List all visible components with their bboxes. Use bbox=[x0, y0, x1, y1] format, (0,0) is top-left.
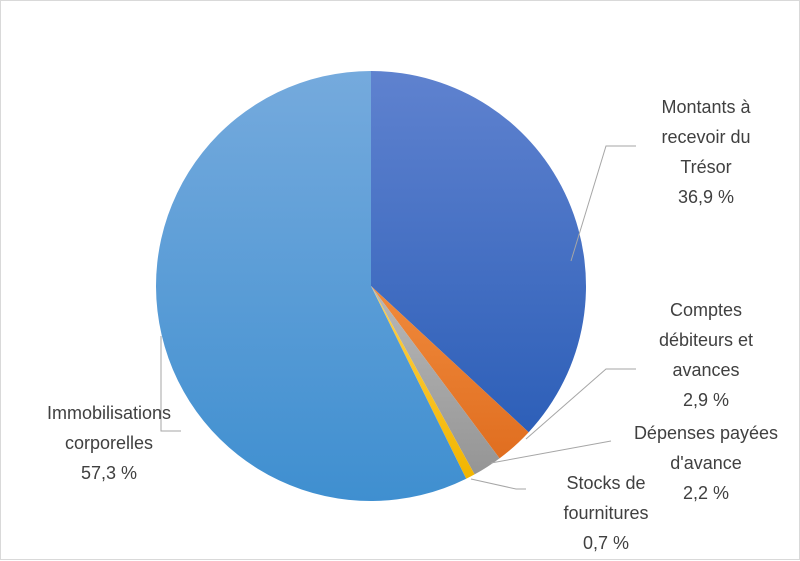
leader-lines bbox=[160, 145, 636, 490]
data-label-value: 57,3 % bbox=[81, 463, 137, 483]
data-label-line: Comptes bbox=[670, 300, 742, 320]
data-labels: Montants à recevoir du Trésor 36,9 % Comptes… bbox=[47, 97, 778, 553]
data-label-depenses-payees-d-avance: Dépenses payées d'avance 2,2 % bbox=[634, 423, 778, 503]
leader-line-stocks-de-fournitures bbox=[470, 478, 526, 490]
leader-line-montants-a-recevoir-du-tresor bbox=[570, 145, 636, 262]
data-label-value: 2,9 % bbox=[683, 390, 729, 410]
data-label-value: 2,2 % bbox=[683, 483, 729, 503]
data-label-line: recevoir du bbox=[661, 127, 750, 147]
data-label-line: Trésor bbox=[680, 157, 731, 177]
leader-line-depenses-payees-d-avance bbox=[490, 440, 612, 464]
data-label-comptes-debiteurs-et-avances: Comptes débiteurs et avances 2,9 % bbox=[659, 300, 753, 410]
data-label-line: Montants à bbox=[661, 97, 751, 117]
pie-slices bbox=[156, 71, 586, 501]
pie-slice-comptes-debiteurs-et-avances bbox=[371, 286, 529, 459]
data-label-line: Stocks de bbox=[566, 473, 645, 493]
data-label-line: corporelles bbox=[65, 433, 153, 453]
data-label-line: d'avance bbox=[670, 453, 742, 473]
leader-line-comptes-debiteurs-et-avances bbox=[525, 368, 636, 440]
data-label-line: avances bbox=[672, 360, 739, 380]
data-label-line: Immobilisations bbox=[47, 403, 171, 423]
data-label-immobilisations-corporelles: Immobilisations corporelles 57,3 % bbox=[47, 403, 171, 483]
pie-slice-montants-a-recevoir-du-tresor bbox=[371, 71, 586, 433]
data-label-value: 36,9 % bbox=[678, 187, 734, 207]
data-label-line: fournitures bbox=[563, 503, 648, 523]
data-label-line: débiteurs et bbox=[659, 330, 753, 350]
data-label-line: Dépenses payées bbox=[634, 423, 778, 443]
data-label-montants-a-recevoir-du-tresor: Montants à recevoir du Trésor 36,9 % bbox=[661, 97, 751, 207]
pie-slice-depenses-payees-d-avance bbox=[371, 286, 500, 475]
data-label-stocks-de-fournitures: Stocks de fournitures 0,7 % bbox=[563, 473, 648, 553]
data-label-value: 0,7 % bbox=[583, 533, 629, 553]
leader-line-immobilisations-corporelles bbox=[160, 336, 181, 432]
pie-slice-immobilisations-corporelles bbox=[156, 71, 467, 501]
pie-slice-stocks-de-fournitures bbox=[371, 286, 475, 479]
